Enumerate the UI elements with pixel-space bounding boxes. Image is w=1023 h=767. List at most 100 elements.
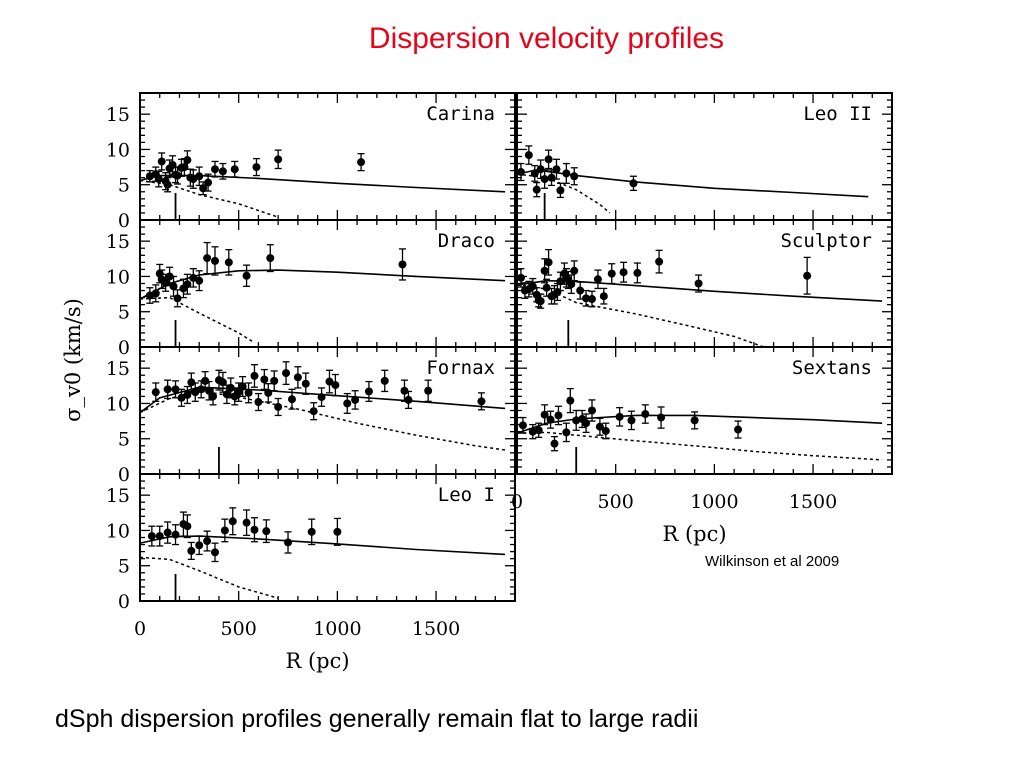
x-axis-title: R (pc) (662, 522, 726, 546)
data-point (333, 517, 342, 546)
data-point (183, 514, 192, 539)
data-point (552, 158, 561, 180)
data-point (301, 372, 310, 395)
data-point (282, 361, 291, 386)
data-point (601, 422, 610, 440)
data-point (293, 366, 302, 389)
panel-label-draco: Draco (438, 230, 495, 252)
data-point (171, 524, 180, 546)
data-point (657, 406, 666, 429)
y-tick-label: 15 (106, 104, 130, 126)
data-point (211, 246, 219, 276)
x-tick-label: 0 (511, 491, 523, 513)
data-point (201, 371, 210, 391)
data-point (242, 264, 251, 287)
data-point (274, 397, 283, 417)
data-point (287, 388, 296, 410)
data-point (607, 263, 616, 285)
y-tick-label: 5 (118, 429, 130, 451)
data-point (254, 392, 263, 412)
data-point (307, 518, 316, 546)
data-point (189, 169, 198, 189)
slide-title: Dispersion velocity profiles (368, 22, 725, 55)
data-point (228, 507, 237, 536)
data-point (540, 169, 549, 189)
data-point (380, 369, 389, 393)
panel-leo-i: 0 5 10 15 Leo I 0 500 1000 1500 R (pc) (106, 473, 516, 673)
data-point (351, 390, 360, 410)
data-point (173, 289, 182, 308)
data-point (542, 278, 551, 297)
data-point (211, 542, 219, 563)
data-point (250, 517, 259, 543)
data-point (619, 261, 628, 283)
data-point (734, 420, 743, 439)
data-point (532, 181, 541, 198)
data-point (252, 157, 261, 177)
data-point (151, 382, 160, 402)
panel-fornax: 0 5 10 15 Fornax (106, 346, 516, 486)
data-point (199, 181, 208, 196)
data-point (191, 382, 200, 402)
x-tick-label: 1000 (690, 491, 738, 513)
y-tick-label: 0 (118, 591, 130, 613)
data-point (570, 260, 579, 282)
y-axis-title: σ_v0 (km/s) (61, 298, 85, 422)
data-point (238, 375, 247, 398)
data-point (325, 369, 334, 394)
panel-label-sextans: Sextans (792, 357, 872, 379)
data-point (562, 162, 571, 184)
y-tick-label: 5 (118, 302, 130, 324)
data-point (151, 284, 160, 303)
data-point (803, 256, 812, 295)
data-point (518, 416, 527, 434)
data-point (147, 525, 156, 547)
data-point (550, 435, 559, 452)
data-point (536, 159, 545, 180)
data-point (203, 530, 212, 552)
x-tick-label: 500 (598, 491, 634, 513)
data-point (177, 388, 186, 407)
data-point (317, 387, 326, 407)
data-point (599, 287, 608, 305)
data-point (195, 270, 204, 292)
data-point (516, 162, 525, 182)
data-point (364, 380, 373, 402)
y-tick-label: 0 (118, 210, 130, 232)
panel-draco: 0 5 10 15 Draco (106, 219, 516, 359)
data-point (524, 145, 533, 165)
data-point (544, 248, 553, 276)
y-tick-label: 10 (106, 139, 130, 161)
data-point (163, 177, 172, 193)
data-point (357, 153, 366, 172)
data-point (157, 152, 166, 171)
data-point (629, 175, 638, 192)
x-tick-label: 500 (221, 618, 257, 640)
data-point (593, 269, 602, 290)
data-point (230, 160, 239, 178)
data-point (154, 170, 163, 188)
y-tick-label: 15 (106, 231, 130, 253)
data-point (615, 407, 624, 427)
data-point (556, 182, 565, 199)
data-point (211, 160, 219, 178)
data-point (546, 410, 555, 429)
panel-label-fornax: Fornax (426, 357, 495, 379)
y-tick-label: 0 (118, 464, 130, 486)
data-point (187, 541, 196, 561)
data-point (641, 404, 650, 424)
data-point (595, 417, 604, 436)
data-point (540, 404, 549, 426)
model-curve-dashed (516, 431, 883, 461)
model-curve-dashed (516, 173, 611, 214)
data-point (262, 519, 271, 544)
data-point (250, 363, 259, 388)
data-point (155, 525, 164, 547)
data-point (530, 165, 539, 182)
data-point (588, 290, 596, 308)
y-tick-label: 0 (118, 337, 130, 359)
model-curve-solid (139, 535, 506, 556)
data-point (189, 268, 198, 288)
data-point (183, 150, 192, 170)
